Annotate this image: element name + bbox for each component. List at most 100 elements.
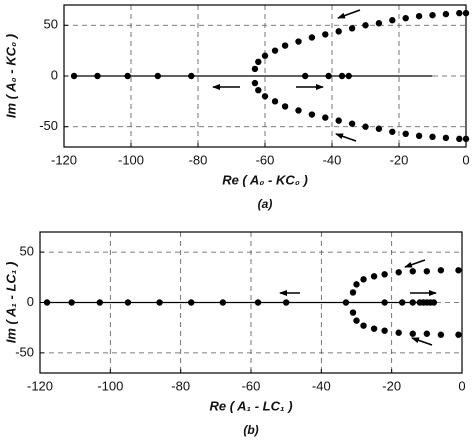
point	[429, 133, 436, 141]
point	[360, 322, 367, 329]
arrow	[411, 337, 433, 346]
point	[353, 281, 360, 288]
plot-frame	[63, 4, 467, 148]
caption: (b)	[243, 423, 258, 437]
point	[409, 299, 416, 306]
point	[415, 12, 423, 20]
point	[254, 299, 262, 306]
point	[430, 299, 438, 306]
point	[429, 11, 436, 19]
x-tick-label: -120	[51, 152, 77, 167]
y-tick-label: 50	[20, 244, 34, 259]
point	[362, 22, 369, 29]
x-tick-label: -60	[256, 152, 275, 167]
point	[322, 31, 329, 38]
x-axis-label: Re ( A₁ - LC₁ )	[209, 398, 292, 413]
point	[348, 25, 356, 32]
point	[281, 42, 289, 49]
point	[338, 72, 346, 80]
x-tick-label: 0	[462, 152, 469, 167]
point	[462, 135, 470, 143]
point	[261, 93, 269, 100]
arrow	[337, 9, 361, 19]
point	[70, 72, 78, 80]
plot-frame	[39, 231, 463, 374]
point	[251, 79, 259, 87]
point	[124, 72, 131, 80]
point	[255, 58, 262, 65]
point	[282, 299, 290, 306]
point	[409, 330, 416, 337]
point	[360, 276, 367, 283]
point	[381, 299, 388, 306]
x-tick-label: -120	[27, 378, 53, 393]
point	[437, 331, 445, 338]
point	[389, 17, 396, 24]
point	[295, 38, 302, 45]
point	[335, 117, 342, 124]
point	[335, 28, 342, 35]
point	[381, 271, 388, 278]
x-tick-label: -40	[312, 378, 331, 393]
point	[456, 135, 463, 143]
x-tick-label: -60	[242, 378, 261, 393]
point	[442, 10, 450, 18]
y-tick-label: 0	[27, 294, 34, 309]
point	[188, 72, 195, 80]
point	[68, 299, 75, 306]
point	[375, 20, 383, 27]
arrows	[212, 9, 437, 346]
arrow	[404, 259, 426, 268]
point	[308, 111, 316, 118]
point	[402, 130, 409, 138]
point	[308, 34, 316, 41]
point	[349, 289, 357, 296]
point	[389, 128, 396, 135]
point	[325, 72, 332, 80]
x-axis-label: Re ( A₀ - KC₀ )	[222, 172, 308, 187]
point	[96, 299, 103, 306]
point	[455, 267, 462, 274]
x-tick-label: -80	[189, 152, 208, 167]
point	[462, 9, 470, 17]
point	[409, 268, 416, 275]
y-tick-label: -50	[39, 118, 58, 133]
point	[415, 132, 423, 140]
point	[437, 267, 445, 274]
x-tick-label: -40	[323, 152, 342, 167]
point	[375, 125, 383, 132]
point	[322, 114, 329, 121]
point	[302, 72, 309, 80]
point	[456, 9, 463, 17]
point	[295, 107, 302, 114]
point	[156, 299, 163, 306]
x-tick-label: -100	[118, 152, 144, 167]
point	[370, 325, 378, 332]
point	[124, 299, 132, 306]
arrow	[335, 133, 357, 142]
y-axis-label: Im ( A₀ - KC₀ )	[3, 34, 18, 118]
point	[345, 72, 352, 80]
x-tick-label: -80	[171, 378, 190, 393]
point	[395, 329, 402, 336]
point	[261, 52, 269, 59]
point	[342, 299, 350, 306]
point	[399, 299, 406, 306]
x-tick-label: -20	[382, 378, 401, 393]
point	[154, 72, 161, 80]
point	[455, 331, 462, 338]
caption: (a)	[258, 197, 273, 211]
x-tick-label: -100	[97, 378, 123, 393]
point	[43, 299, 51, 306]
point	[348, 120, 356, 127]
point	[370, 273, 378, 280]
x-tick-label: 0	[458, 378, 465, 393]
point	[188, 299, 195, 306]
point	[442, 134, 450, 142]
point	[271, 47, 279, 54]
point	[251, 65, 259, 73]
point	[271, 98, 279, 105]
point	[349, 309, 357, 316]
point	[362, 123, 369, 130]
